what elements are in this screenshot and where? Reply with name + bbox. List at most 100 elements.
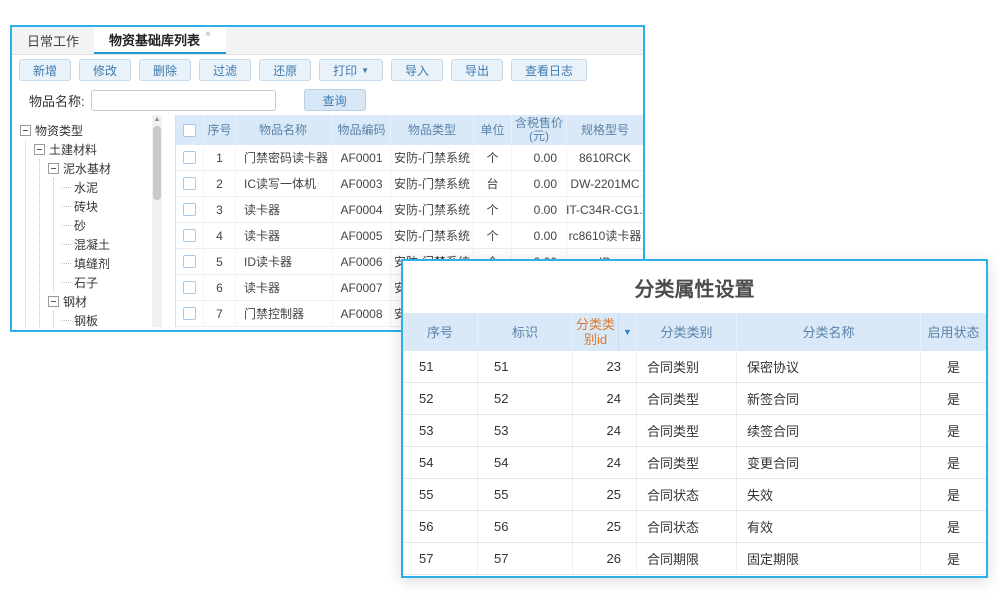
dcell-enabled-status: 是	[946, 520, 960, 535]
col-header-code[interactable]: 物品编码	[333, 115, 391, 145]
table-row[interactable]: 1 门禁密码读卡器 AF0001 安防-门禁系统个 0.00 8610RCK	[176, 145, 643, 171]
tab-close-icon[interactable]: ×	[205, 29, 211, 40]
cell-item-name-link[interactable]: 读卡器	[236, 275, 333, 300]
cell-item-name-link[interactable]: 读卡器	[236, 223, 333, 248]
row-checkbox-cell	[176, 275, 204, 300]
dcell-enabled-status: 是	[946, 360, 960, 375]
cell-item-code-link[interactable]: AF0006	[333, 249, 391, 274]
tab-daily-work[interactable]: 日常工作	[27, 34, 80, 49]
cell-item-code-link[interactable]: AF0003	[333, 171, 391, 196]
toolbar-button-导出[interactable]: 导出	[451, 59, 504, 81]
tree-node-label: 土建材料	[49, 143, 98, 157]
col-header-name[interactable]: 物品名称	[236, 115, 333, 145]
cell-item-name-link[interactable]: IC读写一体机	[236, 171, 333, 196]
cell-unit: 个	[474, 197, 512, 222]
tree-node-石子[interactable]: 石子	[62, 273, 162, 292]
cell-no: 5	[204, 249, 236, 274]
row-checkbox[interactable]	[183, 151, 196, 164]
toolbar-button-新增[interactable]: 新增	[19, 59, 72, 81]
cell-item-code-link[interactable]: AF0004	[333, 197, 391, 222]
row-checkbox-cell	[176, 145, 204, 170]
dcol-header-enabled[interactable]: 启用状态	[927, 324, 980, 340]
col-header-spec[interactable]: 规格型号	[580, 122, 629, 137]
col-header-type[interactable]: 物品类型	[391, 115, 474, 145]
select-all-checkbox[interactable]	[183, 123, 196, 137]
row-checkbox[interactable]	[183, 177, 196, 190]
table-row[interactable]: 2 IC读写一体机 AF0003 安防-门禁系统台 0.00 DW-2201MC	[176, 171, 643, 197]
cell-unit: 个	[474, 145, 512, 170]
tree-node-土建材料[interactable]: 土建材料	[34, 140, 162, 159]
toolbar-button-删除[interactable]: 删除	[139, 59, 192, 81]
cell-item-code-link[interactable]: AF0001	[333, 145, 391, 170]
cell-item-name-link[interactable]: 门禁密码读卡器	[236, 145, 333, 170]
dcell-category-id: 25	[573, 511, 637, 542]
dialog-table-row[interactable]: 55 55 25 合同状态 失效是	[403, 479, 986, 511]
dialog-table-row[interactable]: 53 53 24 合同类型 续签合同是	[403, 415, 986, 447]
dcell-category-name: 新签合同	[737, 383, 921, 414]
collapse-icon[interactable]	[34, 144, 45, 155]
sort-desc-icon[interactable]: ▼	[623, 326, 632, 337]
dcol-header-name[interactable]: 分类名称	[737, 313, 921, 351]
dialog-table-row[interactable]: 56 56 25 合同状态 有效是	[403, 511, 986, 543]
cell-item-code-link[interactable]: AF0005	[333, 223, 391, 248]
tree-node-钢板[interactable]: 钢板	[62, 311, 162, 327]
collapse-icon[interactable]	[48, 296, 59, 307]
row-checkbox[interactable]	[183, 229, 196, 242]
dcell-enabled-status: 是	[946, 552, 960, 567]
row-checkbox[interactable]	[183, 255, 196, 268]
cell-no: 2	[204, 171, 236, 196]
cell-item-code-link[interactable]: AF0007	[333, 275, 391, 300]
dcell-category-name: 保密协议	[737, 351, 921, 382]
tab-material-library[interactable]: 物资基础库列表 ×	[94, 27, 226, 54]
cell-item-name-link[interactable]: 读卡器	[236, 197, 333, 222]
col-header-price[interactable]: 含税售价(元)	[512, 115, 567, 145]
tree-node-水泥[interactable]: 水泥	[62, 178, 162, 197]
cell-item-name-link[interactable]: ID读卡器	[236, 249, 333, 274]
tree-node-砂[interactable]: 砂	[62, 216, 162, 235]
dcell-no: 56	[403, 511, 478, 542]
category-tree: ▲ 物资类型土建材料泥水基材水泥砖块砂混凝土填缝剂石子钢材钢板钢管	[12, 115, 162, 327]
row-checkbox-cell	[176, 301, 204, 326]
collapse-icon[interactable]	[20, 125, 31, 136]
toolbar-button-打印[interactable]: 打印 ▼	[319, 59, 384, 81]
dcol-header-catid[interactable]: 分类类别id ▼	[573, 313, 637, 351]
dcol-header-catid-label: 分类类别id	[573, 313, 619, 351]
dcol-header-id[interactable]: 标识	[478, 313, 573, 351]
toolbar-button-修改[interactable]: 修改	[79, 59, 132, 81]
col-header-unit[interactable]: 单位	[474, 115, 512, 145]
tree-node-泥水基材[interactable]: 泥水基材	[48, 159, 162, 178]
tree-node-填缝剂[interactable]: 填缝剂	[62, 254, 162, 273]
dcol-header-no[interactable]: 序号	[403, 313, 478, 351]
tree-node-物资类型[interactable]: 物资类型	[20, 121, 162, 140]
cell-item-code-link[interactable]: AF0008	[333, 301, 391, 326]
cell-item-name-link[interactable]: 门禁控制器	[236, 301, 333, 326]
dcol-header-cattype[interactable]: 分类类别	[637, 313, 737, 351]
collapse-icon[interactable]	[48, 163, 59, 174]
tree-node-混凝土[interactable]: 混凝土	[62, 235, 162, 254]
toolbar-button-过滤[interactable]: 过滤	[199, 59, 252, 81]
dialog-table-row[interactable]: 51 51 23 合同类别 保密协议是	[403, 351, 986, 383]
dialog-table-row[interactable]: 57 57 26 合同期限 固定期限是	[403, 543, 986, 575]
scroll-up-icon[interactable]: ▲	[153, 116, 161, 123]
scrollbar-thumb[interactable]	[153, 126, 161, 200]
tree-node-钢材[interactable]: 钢材	[48, 292, 162, 311]
row-checkbox[interactable]	[183, 281, 196, 294]
cell-item-type: 安防-门禁系统	[391, 197, 474, 222]
tree-scrollbar[interactable]: ▲	[152, 115, 162, 327]
dialog-table-row[interactable]: 54 54 24 合同类型 变更合同是	[403, 447, 986, 479]
tree-node-砖块[interactable]: 砖块	[62, 197, 162, 216]
query-button[interactable]: 查询	[303, 89, 366, 111]
dialog-table-row[interactable]: 52 52 24 合同类型 新签合同是	[403, 383, 986, 415]
item-name-input[interactable]	[90, 89, 276, 111]
col-header-no[interactable]: 序号	[204, 115, 236, 145]
table-row[interactable]: 4 读卡器 AF0005 安防-门禁系统个 0.00 rc8610读卡器	[176, 223, 643, 249]
toolbar-button-导入[interactable]: 导入	[391, 59, 444, 81]
toolbar-button-查看日志[interactable]: 查看日志	[511, 59, 588, 81]
tree-node-label: 水泥	[74, 181, 99, 195]
table-row[interactable]: 3读卡器AF0004安防-门禁系统个0.00HT-C34R-CG1...	[176, 197, 643, 223]
tab-material-library-label: 物资基础库列表	[109, 33, 201, 48]
row-checkbox[interactable]	[183, 203, 196, 216]
row-checkbox[interactable]	[183, 307, 196, 320]
toolbar-button-还原[interactable]: 还原	[259, 59, 312, 81]
